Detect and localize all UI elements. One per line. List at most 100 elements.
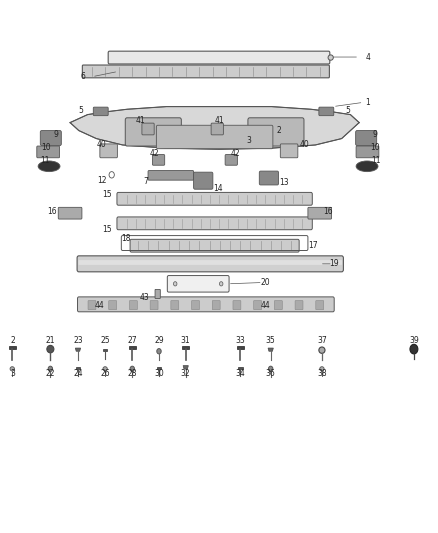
Text: 24: 24 <box>73 369 83 378</box>
Text: 1: 1 <box>366 98 370 107</box>
Ellipse shape <box>268 366 273 372</box>
Text: 38: 38 <box>317 369 327 378</box>
FancyBboxPatch shape <box>155 289 160 298</box>
Text: 11: 11 <box>40 156 49 165</box>
FancyBboxPatch shape <box>156 125 273 149</box>
Polygon shape <box>182 346 189 349</box>
Ellipse shape <box>328 55 333 60</box>
FancyBboxPatch shape <box>82 65 329 78</box>
Text: 22: 22 <box>46 369 55 378</box>
Text: 23: 23 <box>73 336 83 345</box>
Polygon shape <box>157 367 161 369</box>
FancyBboxPatch shape <box>142 123 154 135</box>
Text: 41: 41 <box>215 117 225 125</box>
Ellipse shape <box>38 161 60 172</box>
FancyBboxPatch shape <box>125 118 181 146</box>
Text: 40: 40 <box>97 141 106 149</box>
Text: 34: 34 <box>236 369 245 378</box>
FancyBboxPatch shape <box>78 297 334 312</box>
FancyBboxPatch shape <box>100 144 117 158</box>
Text: 25: 25 <box>100 336 110 345</box>
Text: 33: 33 <box>236 336 245 345</box>
FancyBboxPatch shape <box>93 107 108 116</box>
FancyBboxPatch shape <box>130 301 138 310</box>
FancyBboxPatch shape <box>78 260 342 265</box>
FancyBboxPatch shape <box>191 301 199 310</box>
Text: 30: 30 <box>154 369 164 378</box>
FancyBboxPatch shape <box>356 131 377 146</box>
Text: 43: 43 <box>140 293 149 302</box>
FancyBboxPatch shape <box>254 301 261 310</box>
Text: 5: 5 <box>78 106 84 115</box>
Ellipse shape <box>157 349 161 354</box>
Text: 10: 10 <box>41 143 51 151</box>
FancyBboxPatch shape <box>295 301 303 310</box>
FancyBboxPatch shape <box>194 172 213 189</box>
FancyBboxPatch shape <box>211 123 223 135</box>
FancyBboxPatch shape <box>171 301 179 310</box>
Text: 11: 11 <box>371 156 381 165</box>
Polygon shape <box>75 348 81 351</box>
Ellipse shape <box>10 367 14 371</box>
Text: 6: 6 <box>81 72 86 81</box>
Polygon shape <box>238 367 243 369</box>
Text: 31: 31 <box>181 336 191 345</box>
Text: 16: 16 <box>323 207 332 215</box>
Text: 7: 7 <box>143 177 148 185</box>
Text: 16: 16 <box>47 207 57 215</box>
FancyBboxPatch shape <box>259 171 279 185</box>
Text: 42: 42 <box>230 149 240 158</box>
Text: 13: 13 <box>279 178 289 187</box>
Text: 29: 29 <box>154 336 164 345</box>
Text: 21: 21 <box>46 336 55 345</box>
PathPatch shape <box>70 107 359 149</box>
Text: 3: 3 <box>246 136 251 145</box>
Ellipse shape <box>410 344 418 354</box>
Text: 32: 32 <box>181 369 191 378</box>
Ellipse shape <box>103 367 107 371</box>
Polygon shape <box>129 346 136 349</box>
FancyBboxPatch shape <box>148 171 194 180</box>
Ellipse shape <box>319 347 325 353</box>
Text: 17: 17 <box>308 241 318 249</box>
Ellipse shape <box>130 366 134 372</box>
Text: 28: 28 <box>127 369 137 378</box>
FancyBboxPatch shape <box>58 207 82 219</box>
Text: 20: 20 <box>260 278 270 287</box>
Text: 18: 18 <box>121 235 131 243</box>
Text: 37: 37 <box>317 336 327 345</box>
Ellipse shape <box>356 161 378 172</box>
FancyBboxPatch shape <box>233 301 241 310</box>
Text: 26: 26 <box>100 369 110 378</box>
FancyBboxPatch shape <box>130 239 299 252</box>
Polygon shape <box>103 349 107 351</box>
Text: 42: 42 <box>150 149 159 158</box>
FancyBboxPatch shape <box>108 51 330 64</box>
FancyBboxPatch shape <box>152 155 165 165</box>
Polygon shape <box>183 366 188 369</box>
FancyBboxPatch shape <box>225 155 237 165</box>
FancyBboxPatch shape <box>117 192 312 205</box>
FancyBboxPatch shape <box>109 301 117 310</box>
Ellipse shape <box>47 345 54 353</box>
Ellipse shape <box>219 281 223 286</box>
Ellipse shape <box>320 367 324 371</box>
Text: 2: 2 <box>277 126 281 134</box>
Text: 15: 15 <box>102 190 112 199</box>
FancyBboxPatch shape <box>316 301 324 310</box>
Polygon shape <box>268 348 273 351</box>
Text: 9: 9 <box>372 130 377 139</box>
Text: 15: 15 <box>102 225 112 233</box>
FancyBboxPatch shape <box>212 301 220 310</box>
FancyBboxPatch shape <box>308 207 332 219</box>
Text: 2: 2 <box>11 336 15 345</box>
FancyBboxPatch shape <box>40 131 61 146</box>
FancyBboxPatch shape <box>167 276 229 292</box>
FancyBboxPatch shape <box>319 107 334 116</box>
Text: 4: 4 <box>365 53 371 61</box>
FancyBboxPatch shape <box>356 146 379 158</box>
Text: 35: 35 <box>266 336 276 345</box>
Ellipse shape <box>173 281 177 286</box>
Text: 14: 14 <box>213 184 223 192</box>
Polygon shape <box>237 346 244 349</box>
